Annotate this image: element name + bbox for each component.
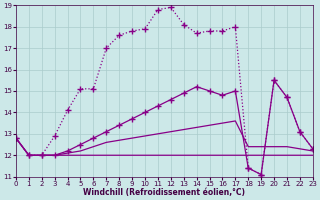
X-axis label: Windchill (Refroidissement éolien,°C): Windchill (Refroidissement éolien,°C) xyxy=(84,188,245,197)
